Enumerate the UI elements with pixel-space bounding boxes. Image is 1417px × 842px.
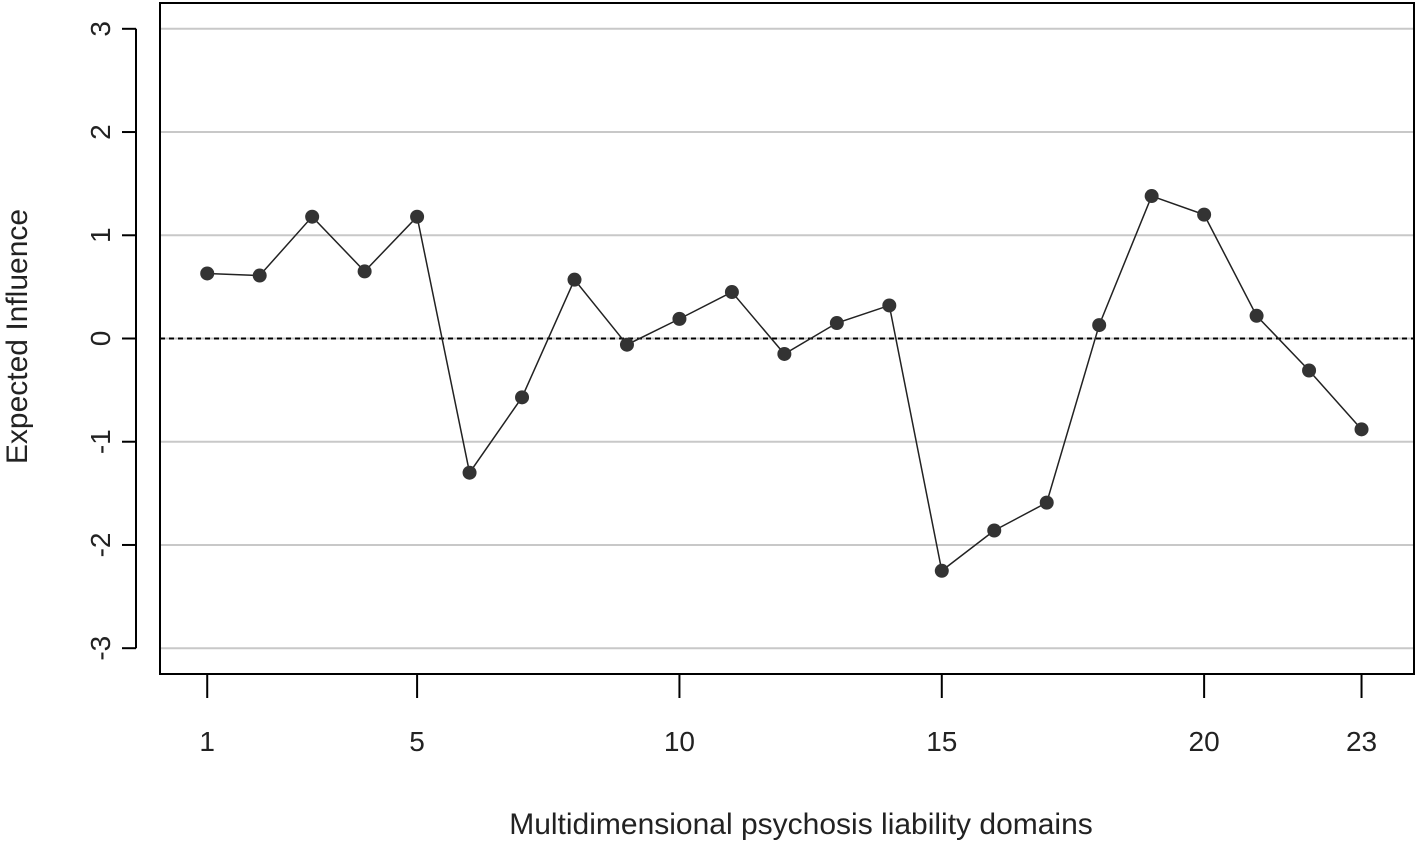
data-point	[515, 390, 530, 405]
data-point	[357, 264, 372, 279]
data-point	[252, 268, 267, 283]
x-tick-label: 5	[409, 726, 425, 757]
x-tick-label: 10	[664, 726, 695, 757]
x-tick-label: 20	[1189, 726, 1220, 757]
data-point	[934, 563, 949, 578]
data-point	[882, 298, 897, 313]
data-point	[1092, 318, 1107, 333]
data-point	[829, 316, 844, 331]
x-tick-label: 23	[1346, 726, 1377, 757]
data-point	[200, 266, 215, 281]
y-tick-label: 2	[85, 124, 116, 140]
y-axis-title: Expected Influence	[1, 209, 34, 464]
y-tick-label: 1	[85, 227, 116, 243]
data-point	[1249, 308, 1264, 323]
y-tick-label: -1	[85, 429, 116, 454]
data-point	[987, 523, 1002, 538]
data-points	[200, 189, 1369, 578]
series-line	[207, 195, 1363, 573]
y-tick-label: -2	[85, 533, 116, 558]
data-point	[619, 337, 634, 352]
data-point	[567, 272, 582, 287]
x-axis: 1 5 10 15 20 23	[199, 673, 1377, 757]
data-point	[1039, 495, 1054, 510]
data-point	[672, 311, 687, 326]
data-point	[1302, 363, 1317, 378]
data-point	[777, 346, 792, 361]
y-tick-label: -3	[85, 636, 116, 661]
data-point	[1144, 189, 1159, 204]
y-tick-label: 0	[85, 331, 116, 347]
x-tick-label: 1	[199, 726, 215, 757]
data-point	[462, 465, 477, 480]
x-tick-label: 15	[926, 726, 957, 757]
y-axis: -3 -2 -1 0 1 2 3	[85, 21, 137, 661]
data-point	[724, 285, 739, 300]
x-axis-title: Multidimensional psychosis liability dom…	[509, 808, 1093, 841]
data-point	[410, 209, 425, 224]
y-tick-label: 3	[85, 21, 116, 37]
data-point	[1197, 207, 1212, 222]
data-point	[305, 209, 320, 224]
data-point	[1354, 422, 1369, 437]
